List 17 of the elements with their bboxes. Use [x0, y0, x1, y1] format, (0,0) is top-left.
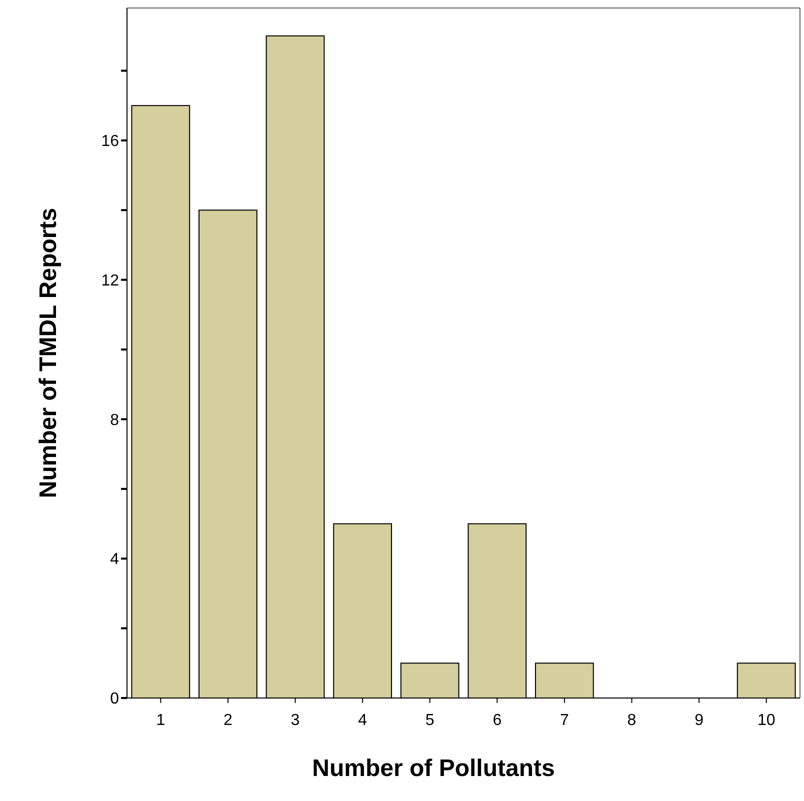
x-tick-label: 9: [694, 712, 704, 729]
x-tick-label: 6: [492, 712, 502, 729]
x-tick-label: 8: [627, 712, 636, 729]
x-tick-label: 5: [425, 712, 434, 729]
x-tick-label: 3: [290, 712, 300, 729]
y-tick-label: 8: [110, 412, 120, 429]
x-axis-title: Number of Pollutants: [312, 755, 555, 782]
y-tick-label: 4: [110, 551, 120, 568]
y-tick-label: 16: [101, 133, 120, 150]
x-tick-label: 7: [560, 712, 569, 729]
y-tick-label: 12: [101, 272, 120, 290]
y-axis-title: Number of TMDL Reports: [35, 208, 62, 498]
x-tick-label: 10: [757, 712, 776, 729]
x-tick-label: 4: [358, 712, 368, 729]
x-tick-label: 2: [223, 712, 232, 729]
y-tick-label: 0: [110, 690, 120, 708]
x-tick-label: 1: [156, 712, 166, 729]
